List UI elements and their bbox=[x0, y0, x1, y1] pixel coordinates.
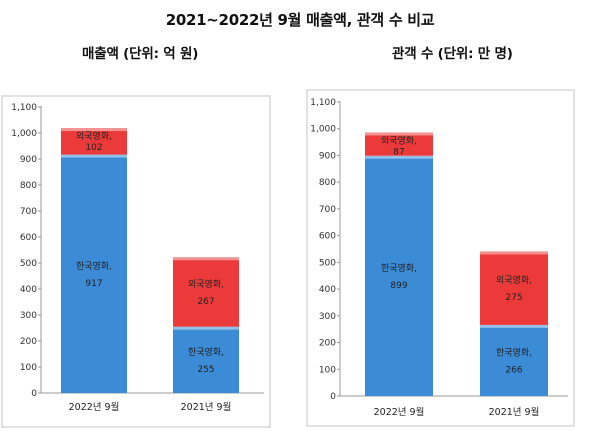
chart-frame bbox=[306, 89, 575, 427]
x-category-label: 2021년 9월 bbox=[489, 406, 540, 418]
y-tick-label: 400 bbox=[20, 285, 37, 295]
bar-segment-foreign bbox=[61, 128, 127, 155]
y-tick-label: 800 bbox=[319, 178, 336, 188]
bar-segment-domestic bbox=[480, 324, 548, 396]
y-tick-label: 600 bbox=[20, 233, 37, 243]
y-tick-label: 300 bbox=[319, 312, 336, 322]
audience-chart-title: 관객 수 (단위: 만 명) bbox=[392, 46, 513, 62]
data-label-value: 267 bbox=[197, 297, 214, 307]
y-tick-label: 500 bbox=[319, 258, 336, 268]
data-label-series: 외국영화, bbox=[188, 278, 224, 290]
y-tick-label: 200 bbox=[20, 337, 37, 347]
data-label-series: 외국영화, bbox=[76, 130, 112, 142]
x-category-label: 2022년 9월 bbox=[374, 406, 425, 418]
y-tick-label: 600 bbox=[319, 232, 336, 242]
bar-highlight bbox=[173, 326, 239, 330]
data-label-value: 102 bbox=[85, 143, 102, 153]
y-tick-label: 1,000 bbox=[310, 125, 336, 135]
y-tick-label: 700 bbox=[20, 207, 37, 217]
y-tick-label: 500 bbox=[20, 259, 37, 269]
data-label-series: 한국영화, bbox=[381, 263, 417, 274]
bar-highlight bbox=[365, 132, 433, 136]
y-tick-label: 400 bbox=[319, 285, 336, 295]
y-tick-label: 0 bbox=[31, 389, 37, 399]
bar-highlight bbox=[365, 155, 433, 159]
data-label-series: 한국영화, bbox=[188, 347, 224, 358]
revenue-chart-title: 매출액 (단위: 억 원) bbox=[82, 46, 199, 62]
y-tick-label: 1,100 bbox=[11, 103, 37, 113]
x-category-label: 2021년 9월 bbox=[181, 401, 232, 413]
y-tick-label: 1,000 bbox=[11, 129, 37, 139]
bar-segment-domestic bbox=[173, 326, 239, 393]
data-label-series: 외국영화, bbox=[381, 134, 417, 146]
data-label-series: 외국영화, bbox=[496, 274, 532, 286]
audience-chart: 0 100 200 300 400 500 600 700 800 900 1,000 1,100 한국… bbox=[306, 89, 575, 427]
bar-highlight bbox=[61, 128, 127, 132]
data-label-value: 266 bbox=[505, 365, 522, 375]
data-label-value: 255 bbox=[197, 365, 214, 375]
y-tick-label: 100 bbox=[20, 363, 37, 373]
main-title: 2021~2022년 9월 매출액, 관객 수 비교 bbox=[165, 11, 435, 29]
bar-highlight bbox=[480, 324, 548, 328]
bar-segment-foreign bbox=[480, 251, 548, 325]
y-tick-label: 300 bbox=[20, 311, 37, 321]
data-label-value: 275 bbox=[505, 293, 522, 303]
bar-highlight bbox=[173, 257, 239, 261]
y-tick-label: 100 bbox=[319, 365, 336, 375]
revenue-chart: 0 100 200 300 400 500 600 700 800 900 1,000 1,100 한국… bbox=[1, 95, 271, 428]
bar-highlight bbox=[61, 154, 127, 158]
data-label-series: 한국영화, bbox=[496, 347, 532, 358]
bar-segment-domestic bbox=[365, 155, 433, 396]
chart-frame bbox=[1, 95, 271, 428]
bar-segment-foreign bbox=[365, 132, 433, 156]
y-tick-label: 800 bbox=[20, 181, 37, 191]
bar-highlight bbox=[480, 251, 548, 255]
x-category-label: 2022년 9월 bbox=[69, 401, 120, 413]
y-tick-label: 0 bbox=[330, 392, 336, 402]
data-label-value: 899 bbox=[390, 281, 407, 291]
data-label-value: 87 bbox=[393, 147, 404, 157]
y-tick-label: 1,100 bbox=[310, 98, 336, 108]
bar-segment-domestic bbox=[61, 154, 127, 393]
y-tick-label: 900 bbox=[319, 151, 336, 161]
y-tick-label: 700 bbox=[319, 205, 336, 215]
data-label-value: 917 bbox=[85, 279, 102, 289]
data-label-series: 한국영화, bbox=[76, 261, 112, 272]
y-tick-label: 900 bbox=[20, 155, 37, 165]
y-tick-label: 200 bbox=[319, 339, 336, 349]
bar-segment-foreign bbox=[173, 257, 239, 327]
